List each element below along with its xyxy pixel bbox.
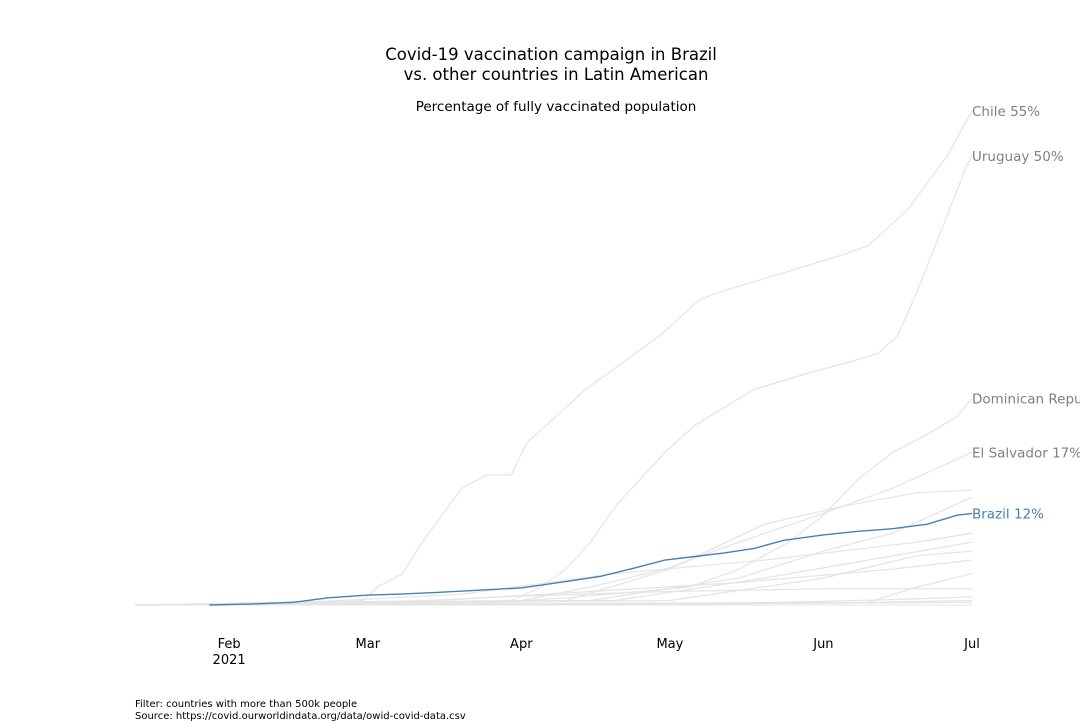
chart-title-line-1: Covid-19 vaccination campaign in Brazil [385, 45, 717, 64]
chart-title-line-2: vs. other countries in Latin American [404, 65, 709, 84]
background-line-4 [134, 550, 973, 606]
background-line-2 [134, 532, 973, 606]
series-lines [134, 110, 973, 606]
filter-footnote: Filter: countries with more than 500k pe… [135, 699, 358, 710]
series-label-dominican-republic: Dominican Repu [972, 391, 1080, 407]
x-tick-year-label-0: 2021 [213, 653, 246, 668]
series-label-chile: Chile 55% [972, 104, 1040, 120]
background-line-1 [134, 489, 973, 606]
x-tick-label-5: Jul [963, 637, 980, 652]
series-line-brazil [209, 512, 973, 606]
series-label-uruguay: Uruguay 50% [972, 149, 1064, 165]
x-tick-label-0: Feb [218, 637, 241, 652]
x-tick-label-1: Mar [356, 637, 381, 652]
x-tick-label-2: Apr [510, 637, 533, 652]
series-line-dominican-republic [134, 398, 973, 606]
series-label-el-salvador: El Salvador 17% [972, 445, 1080, 461]
background-line-5 [134, 559, 973, 606]
source-footnote: Source: https://covid.ourworldindata.org… [135, 711, 466, 722]
x-tick-label-3: May [656, 637, 683, 652]
chart-subtitle: Percentage of fully vaccinated populatio… [416, 99, 697, 115]
series-label-brazil: Brazil 12% [972, 506, 1044, 522]
series-end-labels: Chile 55% Uruguay 50% Dominican Repu El Sal… [972, 104, 1080, 522]
background-country-lines [134, 489, 973, 606]
series-line-chile [134, 110, 973, 606]
background-line-10 [134, 573, 973, 606]
x-tick-label-4: Jun [812, 637, 833, 652]
series-line-uruguay [134, 155, 973, 606]
